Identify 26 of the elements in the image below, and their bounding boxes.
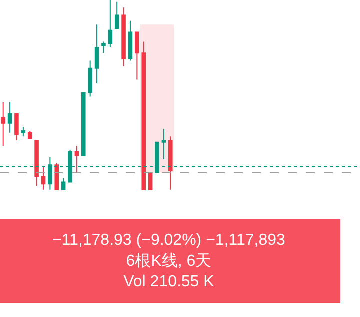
- candlestick: [14, 113, 19, 141]
- text: Vol 210.55 K: [124, 274, 215, 291]
- candlestick: [34, 140, 39, 187]
- candlestick: [142, 41, 146, 190]
- candlestick: [54, 162, 60, 190]
- candlestick: [135, 32, 140, 80]
- candlestick: [1, 102, 6, 147]
- candlestick: [114, 1, 120, 29]
- candlestick: [41, 166, 46, 190]
- candlestick: [94, 24, 100, 84]
- candlestick: [168, 136, 173, 190]
- candlestick: [122, 7, 126, 67]
- text: −11,178.93 (−9.02%) −1,117,893: [52, 232, 286, 249]
- candlestick: [102, 41, 106, 54]
- candlestick: [8, 102, 12, 134]
- candlestick: [82, 92, 86, 156]
- candlestick: [28, 130, 32, 140]
- candlestick: [108, 0, 113, 48]
- candlestick: [21, 126, 26, 138]
- text: 6根K线, 6天: [126, 252, 212, 270]
- candlestick: [162, 128, 166, 160]
- candlestick: [61, 178, 66, 190]
- candlestick: [148, 172, 153, 190]
- candlestick: [88, 60, 92, 98]
- candlestick: [128, 20, 133, 62]
- candlestick: [74, 146, 80, 174]
